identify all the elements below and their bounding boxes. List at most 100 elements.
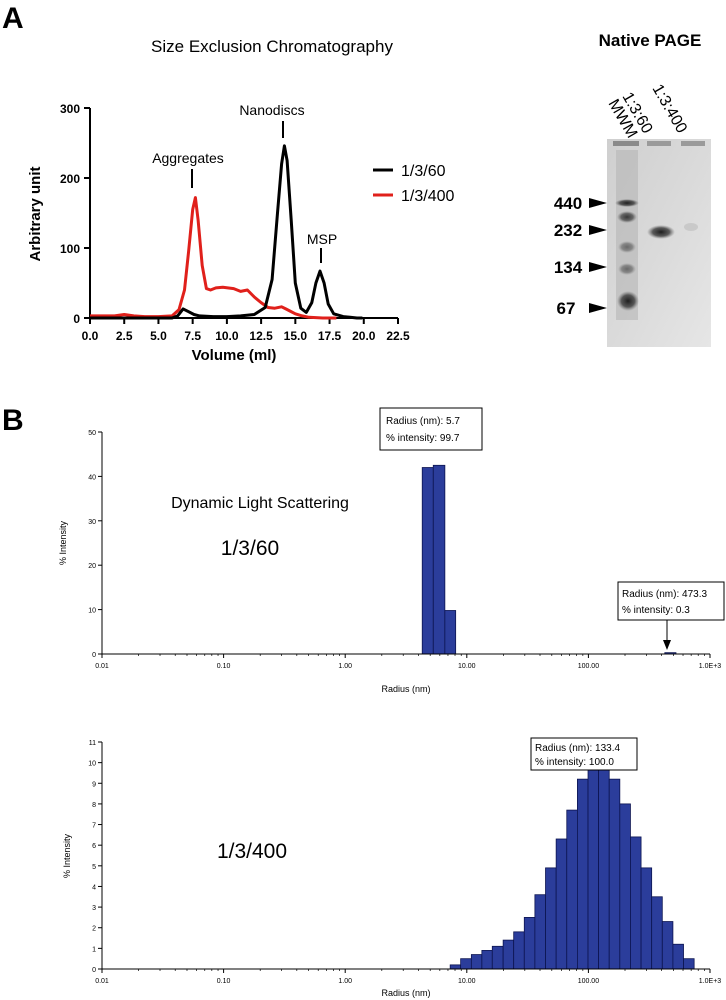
- dls400-y-tick-label: 8: [92, 802, 96, 809]
- dls60-y-tick-label: 20: [88, 563, 96, 570]
- gel-marker-label-440: 440: [554, 194, 582, 213]
- dls-1-3-60-chart: 0 10 20 30 40 50 0.01 0.10 1.00 10.00 100.00 1.0E+…: [58, 407, 725, 694]
- sec-x-tick-label: 10.0: [215, 329, 239, 343]
- sec-x-tick-label: 17.5: [318, 329, 342, 343]
- dls400-callout-line2: % intensity: 100.0: [535, 757, 614, 768]
- native-page-gel: Native PAGE MWM 1:3:60 1:3:400 440 232 1…: [554, 31, 711, 347]
- dls400-y-ticks: 0 1 2 3 4 5 6 7 8 9 10 11: [88, 740, 102, 974]
- dls400-bar: [502, 939, 515, 970]
- dls60-bars: [421, 464, 677, 655]
- dls400-x-tick-label: 100.00: [578, 978, 600, 985]
- dls400-y-tick-label: 3: [92, 905, 96, 912]
- gel-well-1-3-60: [647, 141, 671, 146]
- gel-band-67: [617, 291, 639, 311]
- dls400-y-tick-label: 1: [92, 946, 96, 953]
- dls60-y-tick-label: 50: [88, 430, 96, 437]
- dls60-y-tick-label: 10: [88, 608, 96, 615]
- dls60-y-axis-title: % Intensity: [58, 520, 68, 565]
- dls400-x-axis-title: Radius (nm): [381, 988, 430, 998]
- dls400-x-tick-label: 0.01: [95, 978, 109, 985]
- dls400-y-axis-title: % Intensity: [62, 833, 72, 878]
- dls400-x-tick-label: 0.10: [217, 978, 231, 985]
- gel-marker-arrow-440: [589, 198, 607, 208]
- sec-x-tick-label: 0.0: [82, 329, 99, 343]
- gel-marker-label-134: 134: [554, 258, 583, 277]
- gel-band-440: [615, 199, 639, 207]
- gel-band-232: [618, 241, 636, 253]
- dls400-y-tick-label: 10: [88, 761, 96, 768]
- dls60-callout-peak-line1: Radius (nm): 5.7: [386, 416, 460, 427]
- dls400-y-tick-label: 2: [92, 926, 96, 933]
- sec-y-ticks: 0 100 200 300: [60, 102, 90, 326]
- dls400-y-tick-label: 6: [92, 843, 96, 850]
- dls400-bar: [491, 945, 504, 970]
- gel-band-mwm-upper: [617, 211, 637, 223]
- dls400-y-tick-label: 11: [89, 740, 96, 747]
- dls400-bar: [672, 943, 684, 970]
- dls60-callout-minor-line2: % intensity: 0.3: [622, 605, 690, 616]
- dls60-bar: [421, 467, 434, 655]
- dls400-bar: [630, 836, 642, 970]
- dls60-callout-minor-box: [617, 581, 725, 621]
- gel-title: Native PAGE: [599, 31, 702, 50]
- gel-well-mwm: [613, 141, 639, 146]
- sec-x-tick-label: 12.5: [249, 329, 273, 343]
- panel-b-letter: B: [2, 404, 24, 437]
- gel-band-nanodisc-1-3-60: [647, 225, 675, 239]
- dls60-x-ticks: 0.01 0.10 1.00 10.00 100.00 1.0E+3: [95, 654, 721, 670]
- legend-label-1-3-400: 1/3/400: [401, 188, 454, 205]
- gel-band-134: [618, 263, 636, 275]
- dls400-bar: [545, 867, 557, 970]
- dls400-y-tick-label: 5: [92, 864, 96, 871]
- dls400-x-ticks: 0.01 0.10 1.00 10.00 100.00 1.0E+3: [95, 969, 721, 985]
- gel-mwm-smear: [616, 150, 638, 320]
- dls400-bar: [608, 778, 621, 970]
- gel-marker-label-232: 232: [554, 221, 582, 240]
- dls400-x-tick-label: 1.0E+3: [699, 978, 721, 985]
- dls400-x-tick-label: 1.00: [338, 978, 352, 985]
- dls60-x-tick-label: 1.00: [338, 663, 352, 670]
- dls400-bar: [598, 762, 610, 970]
- gel-marker-arrow-134: [589, 262, 607, 272]
- dls400-bar: [619, 803, 631, 970]
- dls400-bar: [481, 950, 493, 970]
- dls400-bar: [523, 917, 536, 970]
- dls60-callout-arrow-head: [663, 640, 671, 650]
- dls400-bar: [661, 921, 674, 970]
- dls60-x-tick-label: 0.10: [217, 663, 231, 670]
- dls400-bar: [470, 954, 483, 970]
- sec-y-tick-label: 200: [60, 172, 80, 186]
- sec-title: Size Exclusion Chromatography: [151, 37, 393, 56]
- dls400-bar: [513, 931, 525, 970]
- sec-x-axis-title: Volume (ml): [192, 347, 277, 364]
- gel-marker-arrow-232: [589, 225, 607, 235]
- sec-x-tick-label: 2.5: [116, 329, 133, 343]
- dls60-y-tick-label: 0: [92, 652, 96, 659]
- gel-marker-label-67: 67: [557, 299, 576, 318]
- sec-y-axis-title: Arbitrary unit: [27, 166, 44, 261]
- dls60-y-tick-label: 40: [88, 474, 96, 481]
- dls400-bars: [449, 762, 695, 970]
- dls400-bar: [651, 896, 663, 970]
- dls400-bar: [640, 867, 653, 970]
- dls400-callout-line1: Radius (nm): 133.4: [535, 743, 620, 754]
- sec-annotation-msp: MSP: [307, 231, 337, 247]
- sec-chart: Size Exclusion Chromatography Volume (ml…: [27, 37, 454, 364]
- dls400-callout-box: [530, 737, 638, 771]
- sec-x-tick-label: 22.5: [386, 329, 410, 343]
- sec-annotation-aggregates: Aggregates: [152, 150, 224, 166]
- dls60-callout-peak-line2: % intensity: 99.7: [386, 433, 460, 444]
- sec-y-tick-label: 100: [60, 242, 80, 256]
- legend-label-1-3-60: 1/3/60: [401, 163, 446, 180]
- sec-x-tick-label: 7.5: [184, 329, 201, 343]
- sec-y-tick-label: 0: [73, 312, 80, 326]
- sec-x-ticks: 0.0 2.5 5.0 7.5 10.0 12.5 15.0 17.5 20.0 22.5: [82, 318, 410, 343]
- dls400-bar: [587, 762, 599, 970]
- dls60-callout-peak-box: [379, 407, 483, 451]
- dls60-y-ticks: 0 10 20 30 40 50: [88, 430, 102, 659]
- dls400-bar: [566, 809, 578, 970]
- dls60-sample-label: 1/3/60: [221, 537, 279, 560]
- dls-title: Dynamic Light Scattering: [171, 495, 349, 512]
- dls60-x-tick-label: 10.00: [458, 663, 476, 670]
- dls60-x-tick-label: 1.0E+3: [699, 663, 721, 670]
